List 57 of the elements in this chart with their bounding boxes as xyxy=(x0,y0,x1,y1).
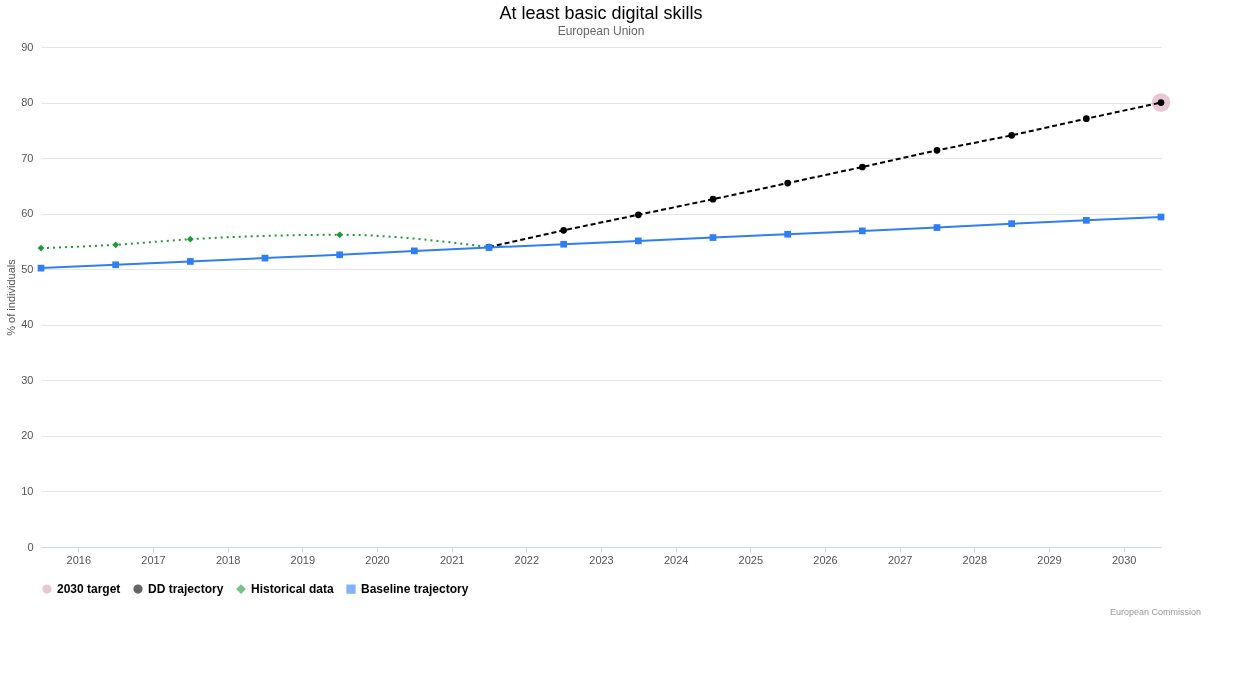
legend-label: 2030 target xyxy=(57,582,121,597)
point xyxy=(410,247,418,255)
point xyxy=(336,251,344,259)
y-tick-label: 90 xyxy=(21,40,34,53)
point xyxy=(709,195,717,203)
point xyxy=(1008,220,1016,228)
legend-label: Baseline trajectory xyxy=(361,582,469,597)
chart-title: At least basic digital skills xyxy=(499,3,703,23)
point xyxy=(858,163,866,171)
x-tick-label: 2028 xyxy=(962,553,988,566)
point xyxy=(784,230,792,238)
point xyxy=(634,237,642,245)
x-tick-label: 2016 xyxy=(66,553,92,566)
point xyxy=(560,240,568,248)
x-tick-label: 2019 xyxy=(290,553,316,566)
legend-label: DD trajectory xyxy=(148,582,224,597)
x-tick-label: 2026 xyxy=(813,553,838,566)
x-tick-label: 2020 xyxy=(365,553,390,566)
point xyxy=(858,227,866,235)
y-tick-label: 30 xyxy=(21,373,34,386)
text: European Commission xyxy=(1109,607,1201,617)
y-tick-label: 50 xyxy=(21,262,34,275)
legend-label: Historical data xyxy=(251,582,335,597)
y-tick-label: 40 xyxy=(21,318,34,331)
x-tick-label: 2017 xyxy=(141,553,166,566)
x-tick-label: 2025 xyxy=(738,553,764,566)
point xyxy=(186,258,194,265)
point xyxy=(186,235,194,243)
x-tick-label: 2022 xyxy=(514,553,540,566)
y-tick-label: 80 xyxy=(21,96,34,109)
x-tick-label: 2023 xyxy=(589,553,614,566)
y-axis-title: % of individuals xyxy=(5,258,18,336)
point xyxy=(634,211,642,219)
point xyxy=(709,234,717,241)
x-tick-label: 2024 xyxy=(663,553,689,566)
x-tick-label: 2027 xyxy=(887,553,913,566)
y-tick-label: 20 xyxy=(21,429,34,442)
y-tick-label: 10 xyxy=(21,484,34,497)
x-tick-label: 2021 xyxy=(439,553,465,566)
chart-subtitle: European Union xyxy=(557,24,645,38)
x-tick-label: 2030 xyxy=(1111,553,1137,566)
x-tick-label: 2029 xyxy=(1037,553,1062,566)
point xyxy=(112,261,120,269)
point xyxy=(112,241,120,249)
point xyxy=(1008,131,1016,139)
y-tick-label: 0 xyxy=(27,540,34,553)
point xyxy=(336,231,344,239)
point xyxy=(784,179,792,187)
point xyxy=(1082,115,1090,123)
point xyxy=(37,244,45,252)
point xyxy=(933,224,941,231)
x-tick-label: 2018 xyxy=(215,553,241,566)
point xyxy=(933,146,941,154)
y-tick-label: 70 xyxy=(21,151,34,164)
point xyxy=(560,226,568,234)
point xyxy=(1082,216,1090,224)
y-tick-label: 60 xyxy=(21,207,34,220)
